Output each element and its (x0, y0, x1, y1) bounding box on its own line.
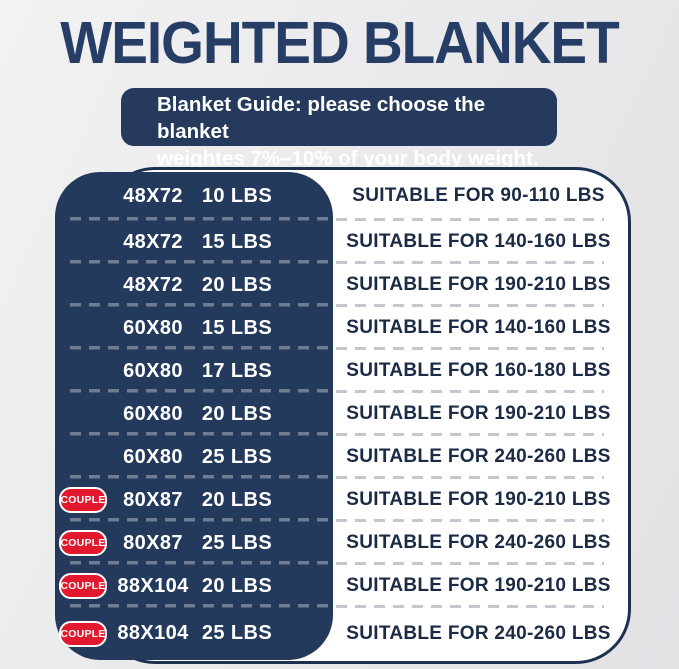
weight-label: 15 LBS (201, 316, 273, 339)
couple-badge: COUPLE (59, 620, 107, 647)
size-label: 48X72 (123, 230, 183, 253)
banner-line-1: Blanket Guide: please choose the blanket (157, 93, 486, 143)
suitable-label: SUITABLE FOR 240-260 LBS (346, 446, 611, 468)
table-row: 60X80 17 LBS SUITABLE FOR 160-180 LBS (55, 349, 628, 393)
couple-badge: COUPLE (59, 487, 107, 514)
suitable-label: SUITABLE FOR 140-160 LBS (346, 231, 611, 253)
weight-label: 25 LBS (201, 445, 273, 468)
table-row: COUPLE 80X87 25 LBS SUITABLE FOR 240-260… (55, 521, 628, 565)
table-row: 48X72 15 LBS SUITABLE FOR 140-160 LBS (55, 220, 628, 264)
weight-label: 20 LBS (201, 574, 273, 597)
table-row: 48X72 10 LBS SUITABLE FOR 90-110 LBS (55, 172, 628, 221)
weight-label: 10 LBS (201, 184, 273, 207)
weight-label: 17 LBS (201, 359, 273, 382)
size-label: 60X80 (123, 445, 183, 468)
size-label: 48X72 (123, 184, 183, 207)
size-label: 60X80 (123, 402, 183, 425)
size-label: 48X72 (123, 273, 183, 296)
page-title: WEIGHTED BLANKET (60, 9, 619, 77)
badge-cell: COUPLE (59, 573, 109, 600)
badge-cell: COUPLE (59, 620, 109, 647)
table-row: COUPLE 88X104 20 LBS SUITABLE FOR 190-21… (55, 564, 628, 608)
table-row: 60X80 15 LBS SUITABLE FOR 140-160 LBS (55, 306, 628, 350)
weight-label: 15 LBS (201, 230, 273, 253)
table-row: 60X80 20 LBS SUITABLE FOR 190-210 LBS (55, 392, 628, 436)
couple-badge: COUPLE (59, 530, 107, 557)
guide-banner: Blanket Guide: please choose the blanket… (121, 88, 557, 170)
size-label: 60X80 (123, 316, 183, 339)
couple-badge: COUPLE (59, 573, 107, 600)
suitable-label: SUITABLE FOR 190-210 LBS (346, 403, 611, 425)
weight-label: 25 LBS (201, 622, 273, 645)
badge-cell: COUPLE (59, 487, 109, 514)
weight-label: 20 LBS (201, 402, 273, 425)
size-chart: 48X72 10 LBS SUITABLE FOR 90-110 LBS 48X… (55, 172, 628, 660)
size-label: 60X80 (123, 359, 183, 382)
weight-label: 20 LBS (201, 273, 273, 296)
suitable-label: SUITABLE FOR 190-210 LBS (346, 274, 611, 296)
badge-cell: COUPLE (59, 530, 109, 557)
suitable-label: SUITABLE FOR 190-210 LBS (346, 575, 611, 597)
table-row: 48X72 20 LBS SUITABLE FOR 190-210 LBS (55, 263, 628, 307)
table-row: 60X80 25 LBS SUITABLE FOR 240-260 LBS (55, 435, 628, 479)
size-label: 80X87 (123, 488, 183, 511)
banner-line-2: weightes 7%–10% of your body weight. (157, 147, 539, 170)
suitable-label: SUITABLE FOR 190-210 LBS (346, 489, 611, 511)
size-label: 88X104 (117, 622, 189, 645)
suitable-label: SUITABLE FOR 90-110 LBS (352, 185, 605, 207)
table-row: COUPLE 88X104 25 LBS SUITABLE FOR 240-26… (55, 608, 628, 660)
weight-label: 20 LBS (201, 488, 273, 511)
table-row: COUPLE 80X87 20 LBS SUITABLE FOR 190-210… (55, 478, 628, 522)
suitable-label: SUITABLE FOR 140-160 LBS (346, 317, 611, 339)
size-label: 80X87 (123, 531, 183, 554)
size-label: 88X104 (117, 574, 189, 597)
weight-label: 25 LBS (201, 531, 273, 554)
suitable-label: SUITABLE FOR 240-260 LBS (346, 622, 611, 644)
suitable-label: SUITABLE FOR 240-260 LBS (346, 532, 611, 554)
suitable-label: SUITABLE FOR 160-180 LBS (346, 360, 611, 382)
